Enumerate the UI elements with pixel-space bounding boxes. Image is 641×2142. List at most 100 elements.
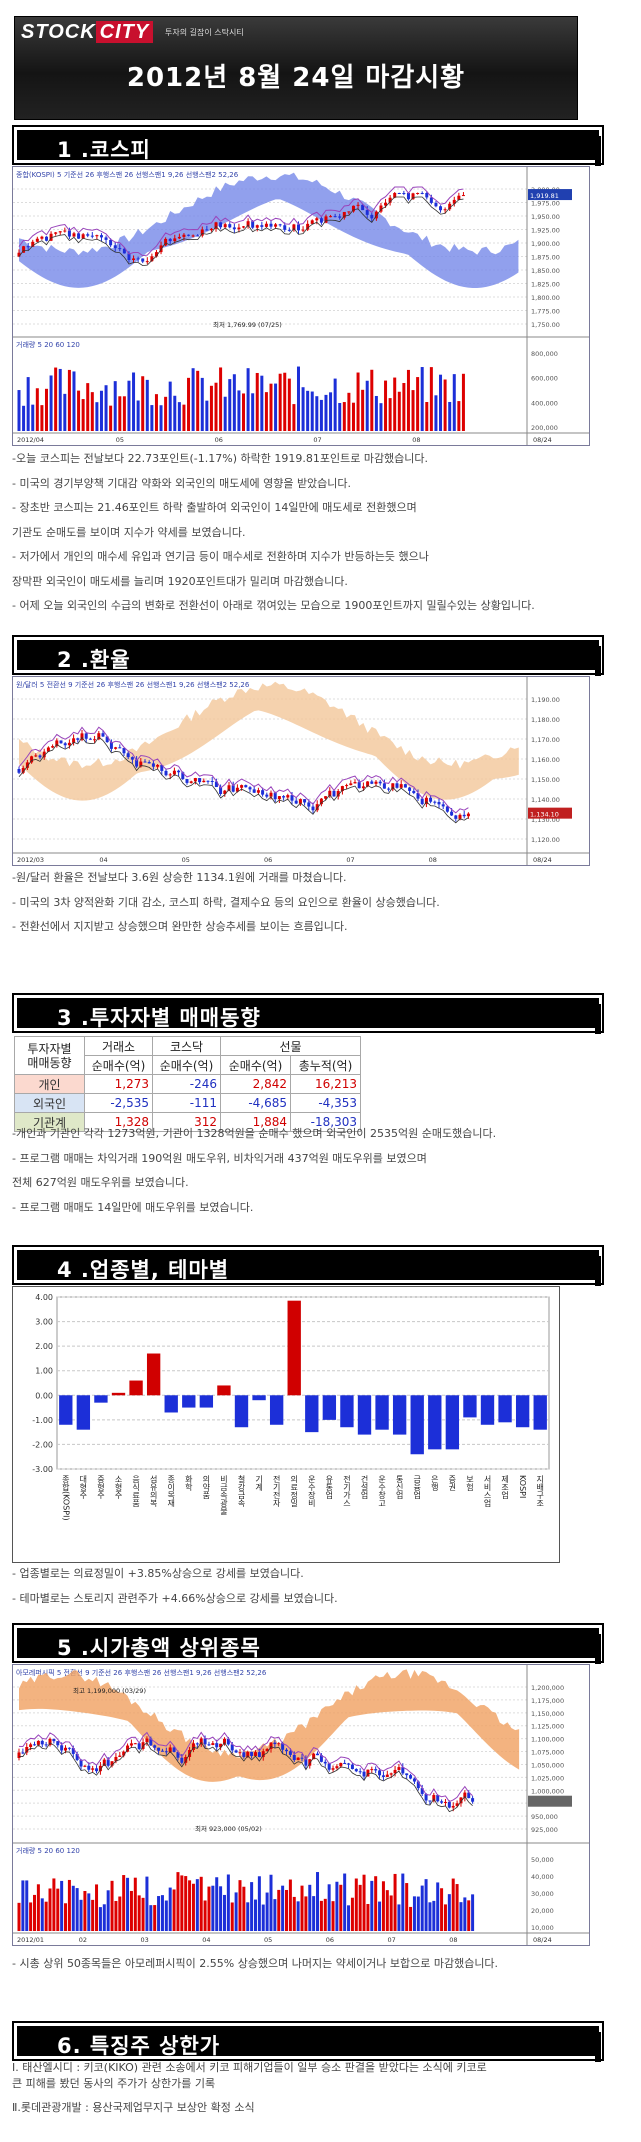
volume-bar (389, 1895, 393, 1931)
kospi-commentary: -오늘 코스피는 전날보다 22.73포인트(-1.17%) 하락한 1919.… (12, 452, 535, 612)
candle-body (200, 229, 204, 236)
volume-bar (285, 1889, 289, 1931)
bar (498, 1395, 512, 1423)
candle-body (374, 1769, 378, 1771)
volume-bar (306, 390, 310, 431)
volume-bar (335, 1881, 339, 1931)
bar (269, 1395, 284, 1425)
volume-bar (40, 1898, 44, 1931)
candle-body (33, 1744, 37, 1746)
y-tick-label: 1,050,000 (531, 1761, 564, 1769)
x-tick-label: 중형주 (96, 1475, 105, 1500)
candle-body (292, 1754, 296, 1761)
volume-bar (342, 402, 346, 431)
date-tick-label: 2012/04 (17, 436, 44, 444)
candle-body (425, 193, 429, 198)
volume-bar (242, 1886, 246, 1931)
y-tick-label: 1,125,000 (531, 1723, 564, 1731)
candle-body (22, 246, 26, 253)
x-tick-label: 운수장비 (307, 1475, 316, 1508)
volume-bar (154, 394, 158, 431)
stockcity-logo: STOCK CITY (21, 21, 154, 44)
candle-body (290, 795, 294, 801)
candle-body (403, 784, 407, 788)
volume-bar (238, 1880, 242, 1931)
candle-body (36, 1740, 40, 1745)
volume-bar (180, 1875, 184, 1931)
candle-body (56, 1741, 60, 1746)
candle-body (463, 1792, 467, 1798)
date-tick-label: 08 (449, 1936, 457, 1944)
table-cell: 1,273 (84, 1074, 153, 1094)
volume-bar (64, 1903, 68, 1931)
volume-bar (137, 1895, 141, 1931)
candle-body (177, 770, 181, 773)
volume-bar (56, 1888, 60, 1931)
candle-body (261, 790, 265, 795)
fx-chart: 원/달러 5 전환선 9 기준선 26 후행스팬 26 선행스팬1 9,26 선… (12, 676, 590, 866)
y-tick-label: 4.00 (35, 1293, 53, 1302)
volume-bar (81, 399, 85, 431)
volume-bar (257, 1876, 261, 1931)
y-tick-label: 1,950.00 (531, 213, 560, 221)
candle-body (362, 1771, 366, 1777)
x-tick-label: 의약품 (202, 1474, 211, 1499)
limit-up-commentary: Ⅰ. 태산엘시디 : 키코(KIKO) 관련 소송에서 키코 피해기업들이 일부… (12, 2061, 487, 2114)
candle-body (366, 781, 370, 787)
candle-body (99, 235, 103, 238)
volume-tick-label: 10,000 (531, 1924, 554, 1932)
bar (129, 1380, 143, 1396)
volume-bar (300, 1885, 304, 1931)
candle-body (405, 1773, 409, 1776)
volume-bar (188, 1880, 192, 1931)
candle-body (374, 781, 378, 784)
bar (322, 1395, 337, 1420)
volume-bar (60, 1880, 64, 1931)
row-label: 개인 (14, 1074, 85, 1094)
volume-bar (113, 381, 117, 431)
date-tick-label: 05 (116, 436, 124, 444)
volume-bar (209, 385, 213, 431)
volume-bar (405, 1883, 409, 1931)
volume-bar (44, 388, 48, 431)
candle-body (332, 790, 336, 797)
date-tick-label: 08/24 (533, 436, 552, 444)
candle-body (393, 1769, 397, 1774)
volume-bar (370, 369, 374, 431)
candle-body (60, 1745, 64, 1751)
candle-body (300, 1757, 304, 1759)
candle-body (338, 216, 342, 218)
volume-bar (292, 404, 296, 431)
x-tick-label: 철강금속 (237, 1474, 246, 1508)
volume-bar (374, 395, 378, 431)
candle-body (402, 193, 406, 194)
chart-annotation: 최저 1,769.99 (07/25) (213, 320, 282, 329)
volume-tick-label: 40,000 (531, 1873, 554, 1881)
volume-bar (378, 1901, 382, 1931)
bar (234, 1395, 249, 1428)
price-badge-text: 1,919.81 (530, 192, 559, 200)
candle-body (113, 245, 117, 249)
candle-body (242, 1752, 246, 1757)
candle-body (145, 1738, 149, 1743)
x-tick-label: 종이목재 (167, 1475, 176, 1508)
x-tick-label: 건설업 (360, 1474, 369, 1499)
y-tick-label: -1.00 (32, 1416, 53, 1425)
candle-body (156, 764, 160, 767)
volume-bar (323, 1898, 327, 1931)
volume-bar (106, 1890, 110, 1931)
bar (287, 1300, 301, 1396)
candle-body (273, 1742, 277, 1745)
volume-bar (246, 368, 250, 431)
table-header-investor: 투자자별 매매동향 (14, 1036, 85, 1075)
table-cell: -4,685 (220, 1093, 291, 1113)
volume-bar (354, 1878, 358, 1931)
candle-body (207, 1744, 211, 1746)
volume-bar (250, 1882, 254, 1931)
volume-bar (129, 1890, 133, 1931)
volume-bar (52, 1878, 56, 1931)
y-tick-label: 1,170.00 (531, 736, 560, 744)
candle-body (311, 806, 315, 811)
price-badge (528, 189, 572, 201)
candle-body (354, 1769, 358, 1772)
